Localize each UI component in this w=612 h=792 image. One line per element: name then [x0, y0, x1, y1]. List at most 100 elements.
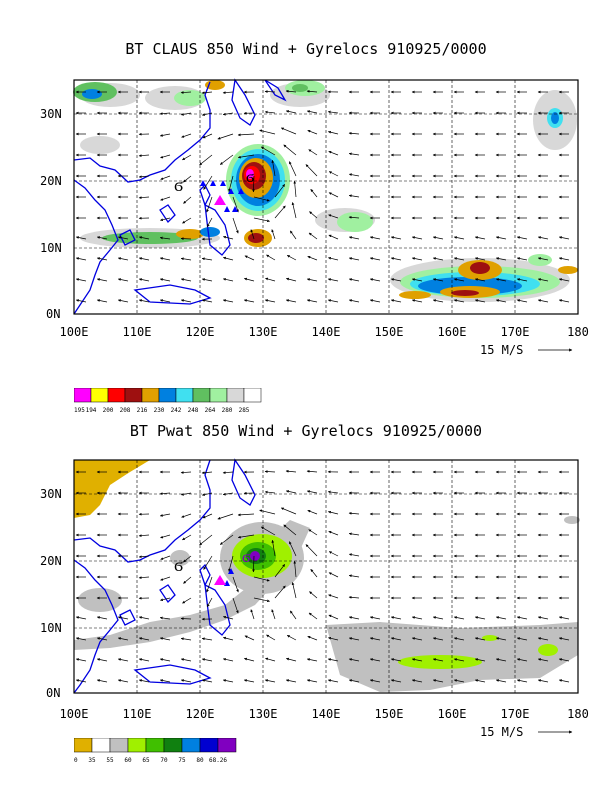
- svg-text:170E: 170E: [501, 325, 530, 339]
- colorbar-swatch: [74, 738, 93, 753]
- wind-arrow: [348, 173, 360, 177]
- wind-arrow: [217, 513, 234, 520]
- colorbar-label: 55: [106, 757, 114, 764]
- wind-arrow: [201, 471, 213, 475]
- wind-arrow: [138, 637, 150, 641]
- wind-arrow: [244, 255, 255, 261]
- wind-arrow: [293, 180, 297, 198]
- colorbar-swatch: [217, 738, 237, 753]
- wind-arrow: [474, 257, 486, 261]
- wind-arrow: [432, 679, 444, 683]
- wind-arrow: [228, 175, 234, 192]
- wind-arrow: [537, 278, 549, 282]
- wind-arrow: [291, 582, 297, 599]
- wind-arrow: [411, 637, 423, 641]
- wind-arrow: [264, 110, 276, 114]
- wind-arrow: [266, 634, 276, 641]
- wind-arrow: [96, 299, 108, 303]
- colorbar-label: 230: [154, 407, 165, 414]
- wind-arrow: [558, 278, 570, 282]
- coastlines-2: [73, 458, 256, 694]
- wind-arrow: [180, 112, 192, 116]
- wind-arrow: [369, 637, 381, 641]
- wind-arrow: [348, 532, 360, 536]
- wind-arrow: [117, 278, 129, 282]
- colorbar-swatch: [199, 738, 219, 753]
- wind-arrow: [495, 679, 507, 683]
- svg-text:10N: 10N: [40, 621, 62, 635]
- wind-arrow: [453, 236, 465, 240]
- gyre-triangle: [214, 195, 226, 205]
- wind-arrow: [182, 597, 192, 604]
- colorbar-swatch: [74, 388, 92, 403]
- wind-arrow: [453, 679, 465, 683]
- wind-arrow: [286, 634, 297, 641]
- wind-arrow: [537, 637, 549, 641]
- typhoon-symbol: ϭ: [174, 175, 183, 196]
- wind-arrow: [206, 597, 213, 608]
- wind-arrow: [96, 616, 108, 620]
- wind-arrow: [411, 299, 423, 303]
- colorbar-label: 68.26: [209, 757, 227, 764]
- obs-triangles: [200, 180, 244, 212]
- wind-arrow: [201, 112, 213, 117]
- wind-arrow: [453, 658, 465, 662]
- wind-arrow: [138, 196, 150, 199]
- wind-arrow: [286, 277, 297, 282]
- wind-arrow: [537, 616, 549, 620]
- wind-arrow: [516, 637, 528, 641]
- wind-arrow: [348, 637, 360, 641]
- wind-arrow: [327, 658, 339, 662]
- wind-arrow: [411, 616, 423, 620]
- wind-arrow: [138, 278, 150, 282]
- wind-arrow: [558, 658, 570, 662]
- wind-arrow: [558, 679, 570, 683]
- wind-arrow: [288, 541, 297, 557]
- wind-arrow: [180, 679, 192, 683]
- svg-text:20N: 20N: [40, 174, 62, 188]
- colorbar-swatch: [127, 738, 147, 753]
- wind-arrow: [203, 175, 213, 190]
- wind-arrow: [201, 278, 213, 282]
- panel2-title: BT Pwat 850 Wind + Gyrelocs 910925/0000: [129, 422, 483, 440]
- wind-arrow: [182, 154, 192, 161]
- wind-arrow: [203, 555, 213, 570]
- wind-arrow: [265, 277, 276, 282]
- wind-arrow: [160, 597, 171, 602]
- wind-arrow: [138, 154, 150, 157]
- wind-arrow: [285, 469, 297, 473]
- svg-text:30N: 30N: [40, 107, 62, 121]
- wind-arrow: [180, 617, 192, 621]
- wind-arrow: [159, 236, 171, 240]
- wind-arrow: [558, 637, 570, 641]
- wind-arrow: [495, 637, 507, 641]
- wind-arrow: [96, 236, 108, 240]
- wind-arrow: [369, 278, 381, 282]
- wind-arrow: [369, 658, 381, 662]
- wind-arrow: [537, 236, 549, 240]
- wind-arrow: [260, 146, 276, 156]
- wind-arrow: [348, 679, 360, 683]
- wind-arrow: [328, 192, 339, 198]
- wind-arrow: [201, 637, 213, 641]
- wind-arrow: [306, 110, 318, 114]
- wind-arrow: [250, 229, 255, 240]
- wind-arrow: [180, 299, 192, 303]
- wind-arrow: [390, 679, 402, 683]
- wind-arrow: [280, 507, 297, 515]
- colorbar-swatch: [91, 738, 111, 753]
- lat-lon-grid: [74, 80, 578, 314]
- wind-arrow: [237, 133, 255, 137]
- wind-arrow: [232, 217, 239, 234]
- wind-arrow: [328, 594, 339, 599]
- wind-arrow: [328, 636, 339, 641]
- wind-arrow: [202, 513, 213, 519]
- vector-ref-label: 15 M/S: [480, 343, 523, 357]
- wind-arrow: [138, 175, 150, 179]
- wind-arrow: [223, 235, 234, 240]
- gyre-triangle-2: [214, 575, 226, 585]
- wind-arrow: [516, 278, 528, 282]
- colorbar-label: 280: [222, 407, 233, 414]
- wind-arrow: [159, 257, 171, 261]
- wind-arrow: [348, 511, 360, 515]
